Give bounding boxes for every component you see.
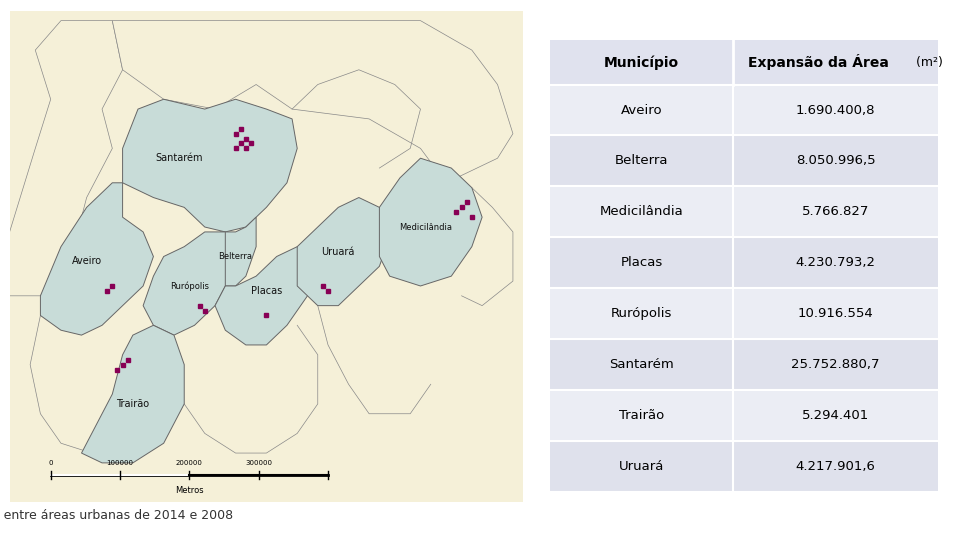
Text: 0: 0 bbox=[48, 460, 53, 467]
Polygon shape bbox=[215, 217, 256, 286]
FancyBboxPatch shape bbox=[549, 340, 938, 390]
Text: 300000: 300000 bbox=[245, 460, 273, 467]
Text: Rurópolis: Rurópolis bbox=[611, 307, 672, 320]
Text: Trairão: Trairão bbox=[619, 409, 664, 422]
Text: Placas: Placas bbox=[251, 286, 282, 296]
Text: 8.050.996,5: 8.050.996,5 bbox=[796, 154, 876, 167]
Polygon shape bbox=[379, 158, 482, 286]
Polygon shape bbox=[215, 247, 307, 345]
Polygon shape bbox=[143, 232, 226, 335]
Text: Medicilândia: Medicilândia bbox=[599, 205, 684, 219]
Text: Belterra: Belterra bbox=[219, 252, 252, 261]
Text: Rurópolis: Rurópolis bbox=[170, 281, 209, 291]
FancyBboxPatch shape bbox=[549, 441, 938, 492]
Text: Placas: Placas bbox=[620, 256, 662, 269]
Text: 100000: 100000 bbox=[107, 460, 133, 467]
FancyBboxPatch shape bbox=[549, 84, 938, 136]
Polygon shape bbox=[82, 325, 184, 463]
Text: Expansão da Área: Expansão da Área bbox=[749, 55, 889, 70]
Text: 4.230.793,2: 4.230.793,2 bbox=[796, 256, 876, 269]
Text: Uruará: Uruará bbox=[322, 247, 355, 256]
Polygon shape bbox=[123, 99, 298, 232]
Polygon shape bbox=[40, 183, 154, 335]
Text: Uruará: Uruará bbox=[618, 461, 664, 474]
Text: 5.766.827: 5.766.827 bbox=[802, 205, 869, 219]
Text: 200000: 200000 bbox=[176, 460, 203, 467]
Text: 5.294.401: 5.294.401 bbox=[802, 409, 869, 422]
Text: Belterra: Belterra bbox=[614, 154, 668, 167]
FancyBboxPatch shape bbox=[549, 238, 938, 288]
Text: Santarém: Santarém bbox=[156, 153, 203, 163]
Text: 1.690.400,8: 1.690.400,8 bbox=[796, 104, 876, 117]
Text: (m²): (m²) bbox=[912, 56, 943, 69]
Text: Aveiro: Aveiro bbox=[72, 256, 102, 266]
Text: 25.752.880,7: 25.752.880,7 bbox=[791, 359, 879, 372]
FancyBboxPatch shape bbox=[549, 390, 938, 441]
FancyBboxPatch shape bbox=[549, 186, 938, 238]
Text: Diferença entre áreas urbanas de 2014 e 2008: Diferença entre áreas urbanas de 2014 e … bbox=[0, 509, 233, 522]
Polygon shape bbox=[10, 21, 123, 296]
FancyBboxPatch shape bbox=[549, 40, 938, 84]
Text: Medicilândia: Medicilândia bbox=[399, 222, 452, 232]
Polygon shape bbox=[112, 21, 513, 183]
FancyBboxPatch shape bbox=[10, 11, 523, 502]
Text: Metros: Metros bbox=[175, 486, 204, 495]
FancyBboxPatch shape bbox=[549, 136, 938, 186]
FancyBboxPatch shape bbox=[549, 288, 938, 340]
Text: 10.916.554: 10.916.554 bbox=[798, 307, 874, 320]
Text: Município: Município bbox=[604, 55, 679, 70]
Text: Santarém: Santarém bbox=[609, 359, 674, 372]
Text: Trairão: Trairão bbox=[116, 399, 150, 409]
Polygon shape bbox=[298, 198, 390, 306]
Text: Aveiro: Aveiro bbox=[620, 104, 662, 117]
Text: 4.217.901,6: 4.217.901,6 bbox=[796, 461, 876, 474]
